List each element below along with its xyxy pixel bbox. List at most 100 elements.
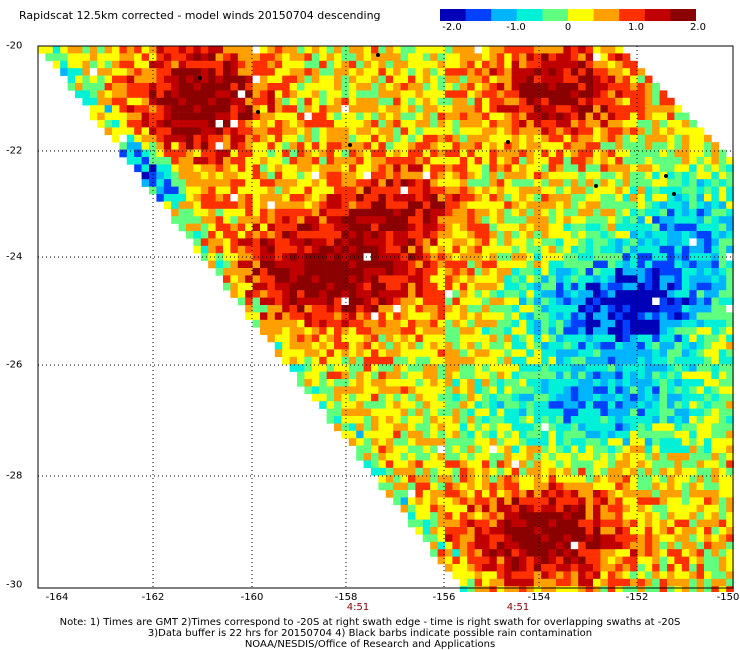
wind-cell	[652, 260, 660, 269]
wind-cell	[711, 564, 720, 572]
wind-cell	[297, 290, 305, 298]
wind-cell	[578, 171, 586, 180]
wind-cell	[89, 75, 98, 84]
wind-cell	[489, 408, 498, 417]
wind-cell	[600, 60, 609, 69]
wind-cell	[689, 393, 697, 402]
wind-cell	[674, 238, 683, 247]
wind-cell	[681, 208, 690, 217]
wind-cell	[430, 408, 438, 417]
wind-cell	[274, 319, 283, 328]
rain-barb-mark	[348, 143, 352, 147]
wind-cell	[415, 423, 424, 432]
wind-cell	[467, 97, 475, 106]
wind-cell	[489, 53, 498, 62]
wind-cell	[489, 290, 498, 298]
wind-cell	[659, 268, 668, 276]
wind-cell	[400, 53, 409, 62]
wind-cell	[371, 416, 379, 424]
wind-cell	[615, 164, 623, 173]
wind-cell	[726, 356, 734, 365]
wind-cell	[415, 231, 424, 239]
wind-cell	[659, 423, 668, 432]
wind-cell	[600, 275, 609, 284]
wind-cell	[726, 467, 734, 476]
wind-cell	[363, 282, 372, 291]
wind-cell	[430, 260, 438, 269]
wind-cell	[385, 231, 394, 239]
wind-cell	[526, 282, 535, 291]
wind-cell	[482, 216, 490, 224]
wind-cell	[681, 312, 690, 321]
wind-cell	[274, 97, 283, 106]
wind-cell	[415, 504, 424, 513]
wind-cell	[385, 290, 394, 298]
wind-cell	[622, 275, 631, 284]
wind-cell	[363, 127, 372, 136]
wind-cell	[215, 157, 224, 165]
wind-cell	[659, 453, 668, 461]
wind-cell	[541, 253, 549, 261]
wind-cell	[496, 319, 505, 328]
wind-cell	[548, 142, 557, 150]
wind-cell	[297, 112, 305, 121]
wind-cell	[245, 223, 253, 232]
wind-cell	[208, 194, 216, 202]
wind-cell	[430, 105, 438, 113]
wind-cell	[289, 275, 298, 284]
wind-cell	[689, 453, 697, 461]
wind-cell	[659, 201, 668, 210]
wind-cell	[674, 327, 683, 335]
wind-cell	[541, 134, 549, 143]
wind-cell	[178, 127, 187, 136]
wind-cell	[371, 260, 379, 269]
wind-cell	[689, 416, 697, 424]
wind-cell	[548, 282, 557, 291]
wind-cell	[149, 171, 157, 180]
wind-cell	[659, 297, 668, 306]
wind-cell	[704, 586, 712, 592]
wind-cell	[718, 186, 727, 195]
wind-cell	[607, 305, 616, 313]
wind-cell	[578, 534, 586, 543]
wind-cell	[526, 549, 535, 557]
wind-cell	[445, 245, 453, 254]
wind-cell	[563, 238, 572, 247]
wind-cell	[430, 231, 438, 239]
wind-cell	[289, 245, 298, 254]
wind-cell	[378, 186, 387, 195]
wind-cell	[726, 401, 734, 409]
wind-cell	[526, 60, 535, 69]
wind-cell	[245, 112, 253, 121]
wind-cell	[526, 327, 535, 335]
wind-cell	[593, 305, 601, 313]
wind-cell	[659, 223, 668, 232]
wind-cell	[260, 305, 268, 313]
wind-cell	[600, 349, 609, 358]
wind-cell	[482, 164, 490, 173]
wind-cell	[533, 97, 542, 106]
wind-cell	[252, 305, 261, 313]
wind-cell	[600, 68, 609, 76]
wind-cell	[400, 253, 409, 261]
wind-cell	[489, 586, 498, 592]
wind-cell	[326, 208, 335, 217]
wind-cell	[504, 549, 512, 557]
wind-cell	[689, 305, 697, 313]
wind-cell	[459, 319, 468, 328]
wind-cell	[200, 216, 209, 224]
wind-cell	[422, 60, 431, 69]
wind-cell	[430, 245, 438, 254]
wind-cell	[607, 216, 616, 224]
wind-cell	[533, 68, 542, 76]
wind-cell	[718, 556, 727, 565]
wind-cell	[408, 327, 416, 335]
wind-cell	[533, 408, 542, 417]
wind-cell	[297, 297, 305, 306]
wind-cell	[311, 349, 320, 358]
wind-cell	[563, 349, 572, 358]
wind-cell	[341, 408, 350, 417]
wind-cell	[326, 282, 335, 291]
wind-cell	[186, 90, 194, 99]
wind-cell	[467, 253, 475, 261]
